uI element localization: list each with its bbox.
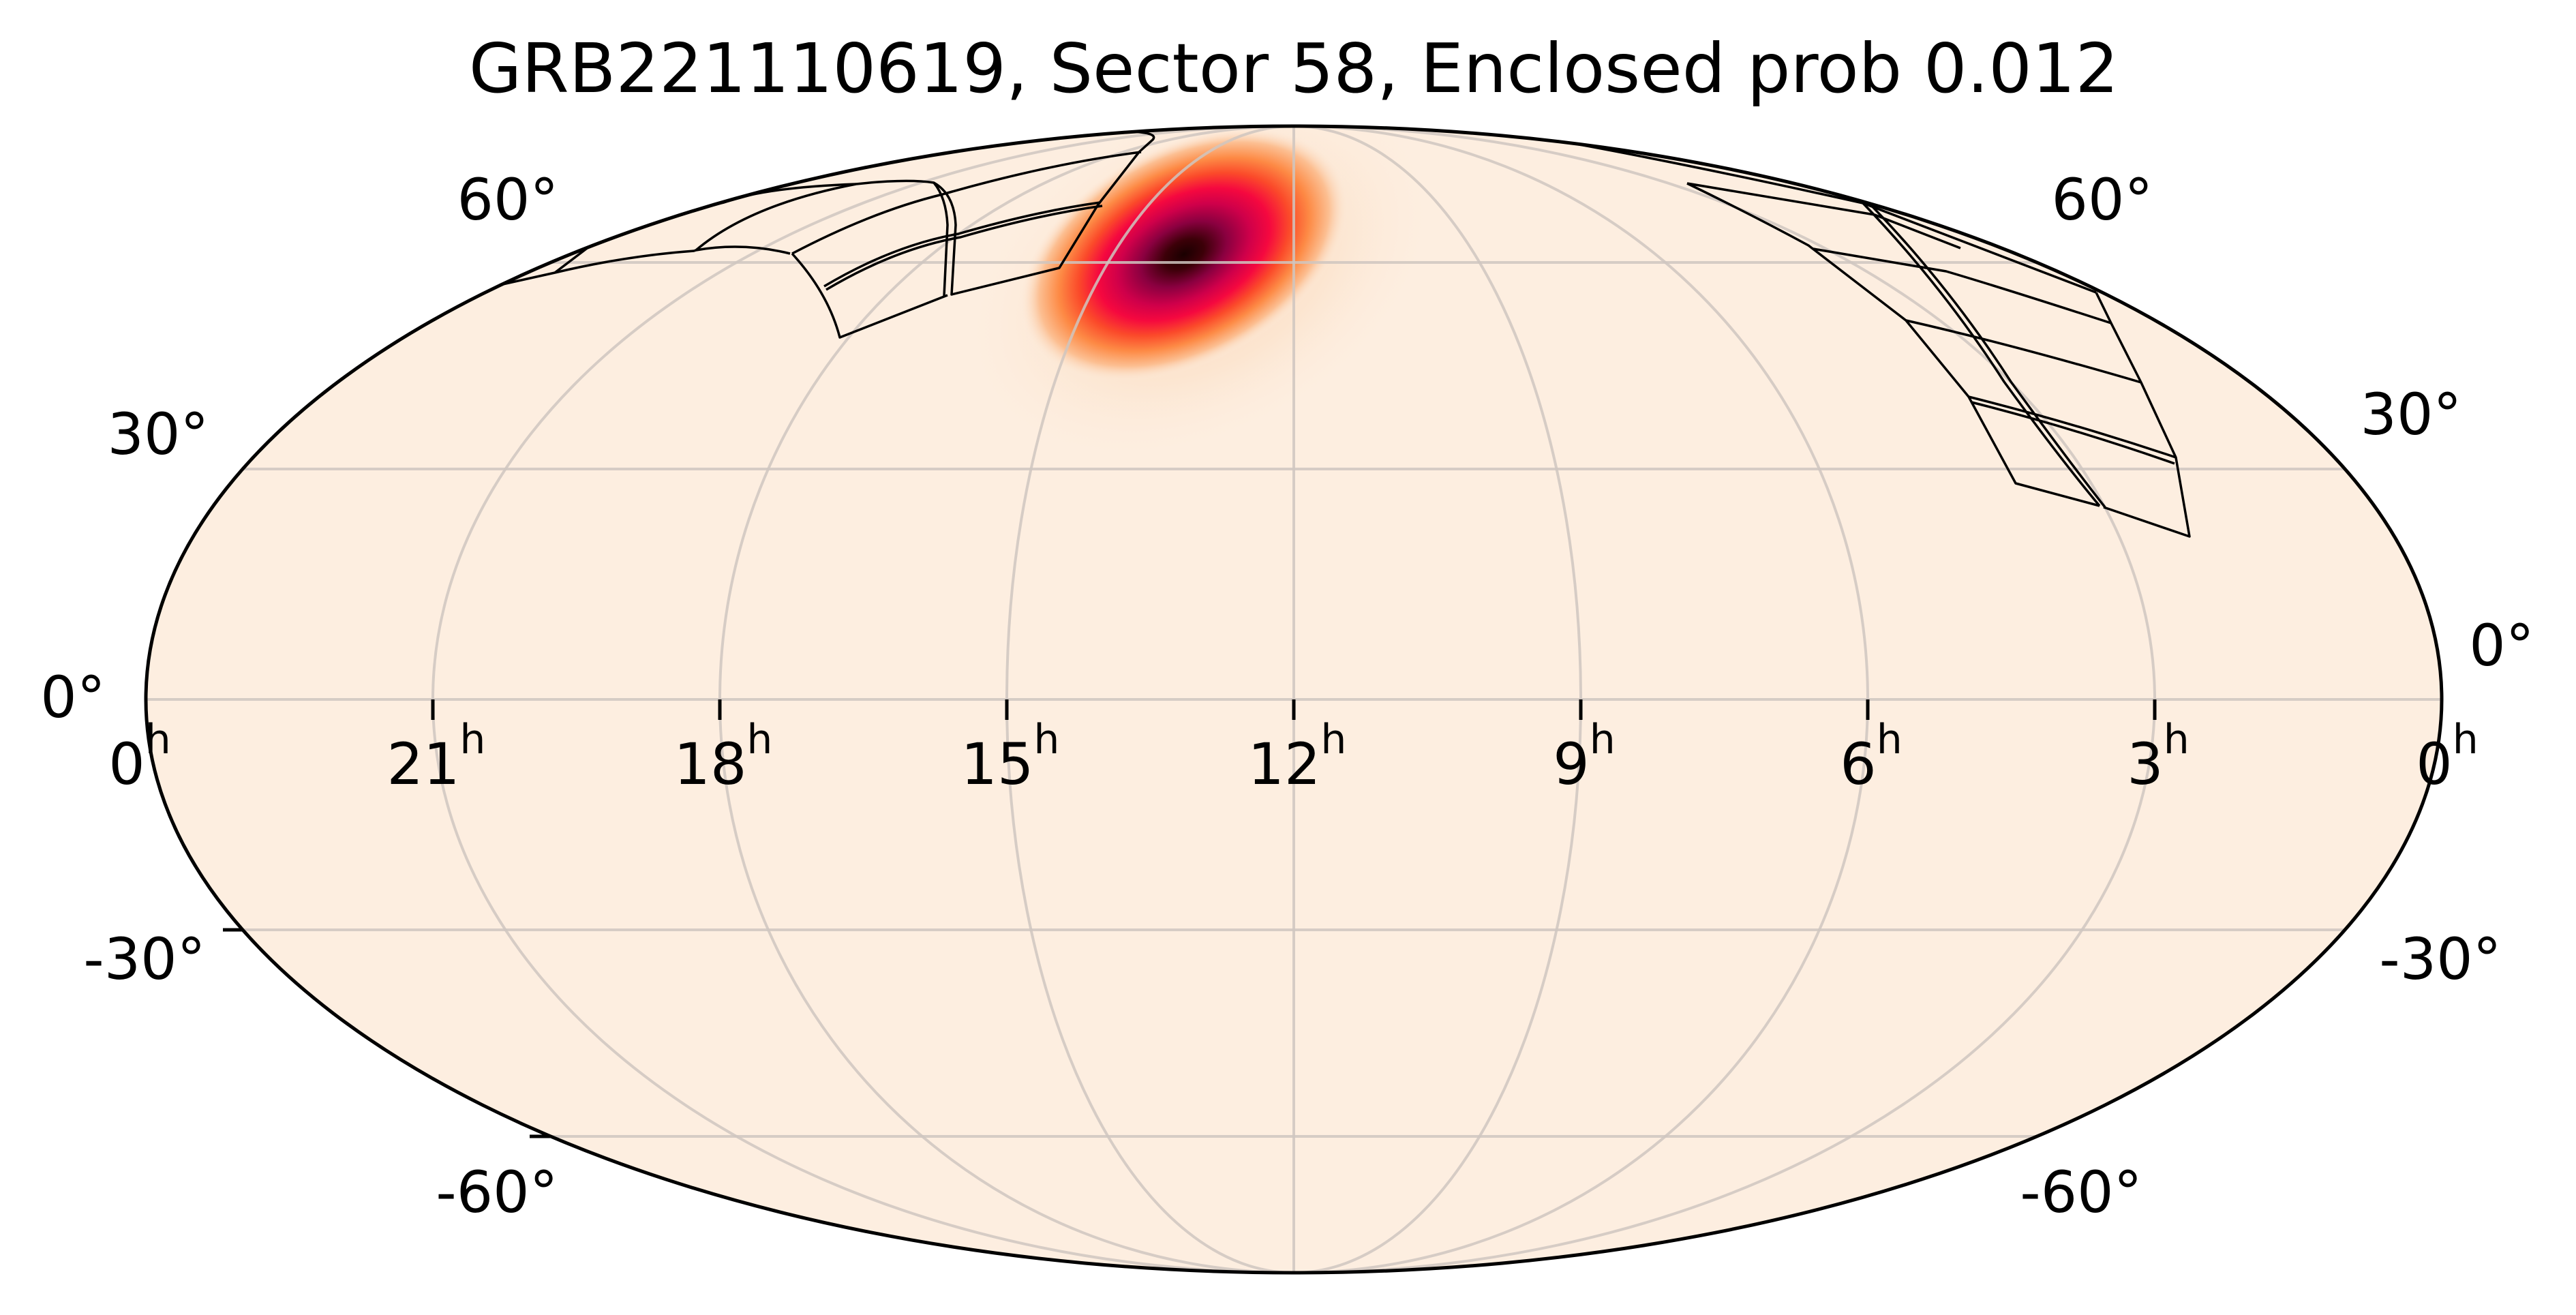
y-label-left-30: 30° — [108, 401, 209, 468]
footprint-cluster-east — [1533, 135, 2191, 538]
y-tick-labels-right: 60° 30° 0° -30° -60° — [2020, 166, 2534, 1226]
chart-title: GRB221110619, Sector 58, Enclosed prob 0… — [469, 29, 2119, 108]
y-label-left-m30: -30° — [83, 926, 205, 993]
x-tick-label-18h: 18h — [674, 716, 773, 798]
x-tick-label-12h: 12h — [1248, 716, 1347, 798]
x-tick-label-0h-right: 0h — [2416, 716, 2478, 798]
probability-heatmap — [957, 126, 1442, 466]
x-ticks — [431, 699, 2157, 720]
x-tick-label-9h: 9h — [1553, 716, 1615, 798]
x-tick-label-0h-left: 0h — [108, 716, 170, 798]
y-label-right-30: 30° — [2361, 381, 2462, 448]
sky-outline — [144, 124, 2444, 1275]
y-ticks — [223, 928, 550, 1138]
y-label-left-0: 0° — [40, 664, 105, 731]
x-tick-label-3h: 3h — [2127, 716, 2189, 798]
x-tick-labels: 0h 21h 18h 15h 12h 9h 6h 3h 0h — [108, 716, 2478, 798]
x-tick-label-6h: 6h — [1840, 716, 1902, 798]
y-tick-labels-left: 60° 30° 0° -30° -60° — [40, 166, 558, 1226]
x-tick-label-21h: 21h — [387, 716, 486, 798]
y-label-left-m60: -60° — [436, 1159, 558, 1226]
y-label-left-60: 60° — [457, 166, 559, 233]
x-tick-label-15h: 15h — [961, 716, 1060, 798]
y-label-right-m30: -30° — [2379, 926, 2501, 993]
y-label-right-m60: -60° — [2020, 1159, 2142, 1226]
y-label-right-0: 0° — [2469, 612, 2534, 679]
y-label-right-60: 60° — [2052, 166, 2153, 233]
